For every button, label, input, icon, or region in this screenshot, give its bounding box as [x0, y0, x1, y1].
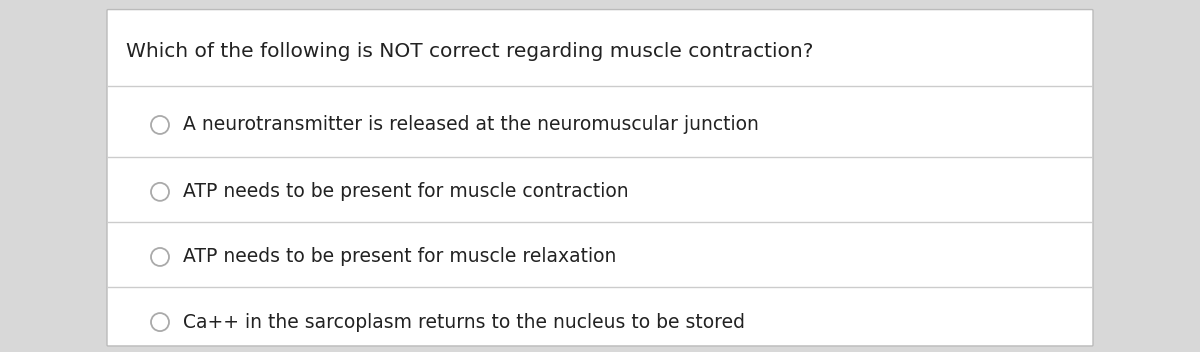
Text: Which of the following is NOT correct regarding muscle contraction?: Which of the following is NOT correct re…: [126, 42, 814, 61]
Text: ATP needs to be present for muscle relaxation: ATP needs to be present for muscle relax…: [182, 247, 617, 266]
Text: ATP needs to be present for muscle contraction: ATP needs to be present for muscle contr…: [182, 182, 629, 201]
Text: A neurotransmitter is released at the neuromuscular junction: A neurotransmitter is released at the ne…: [182, 115, 758, 134]
Text: Ca++ in the sarcoplasm returns to the nucleus to be stored: Ca++ in the sarcoplasm returns to the nu…: [182, 313, 745, 332]
FancyBboxPatch shape: [107, 10, 1093, 346]
